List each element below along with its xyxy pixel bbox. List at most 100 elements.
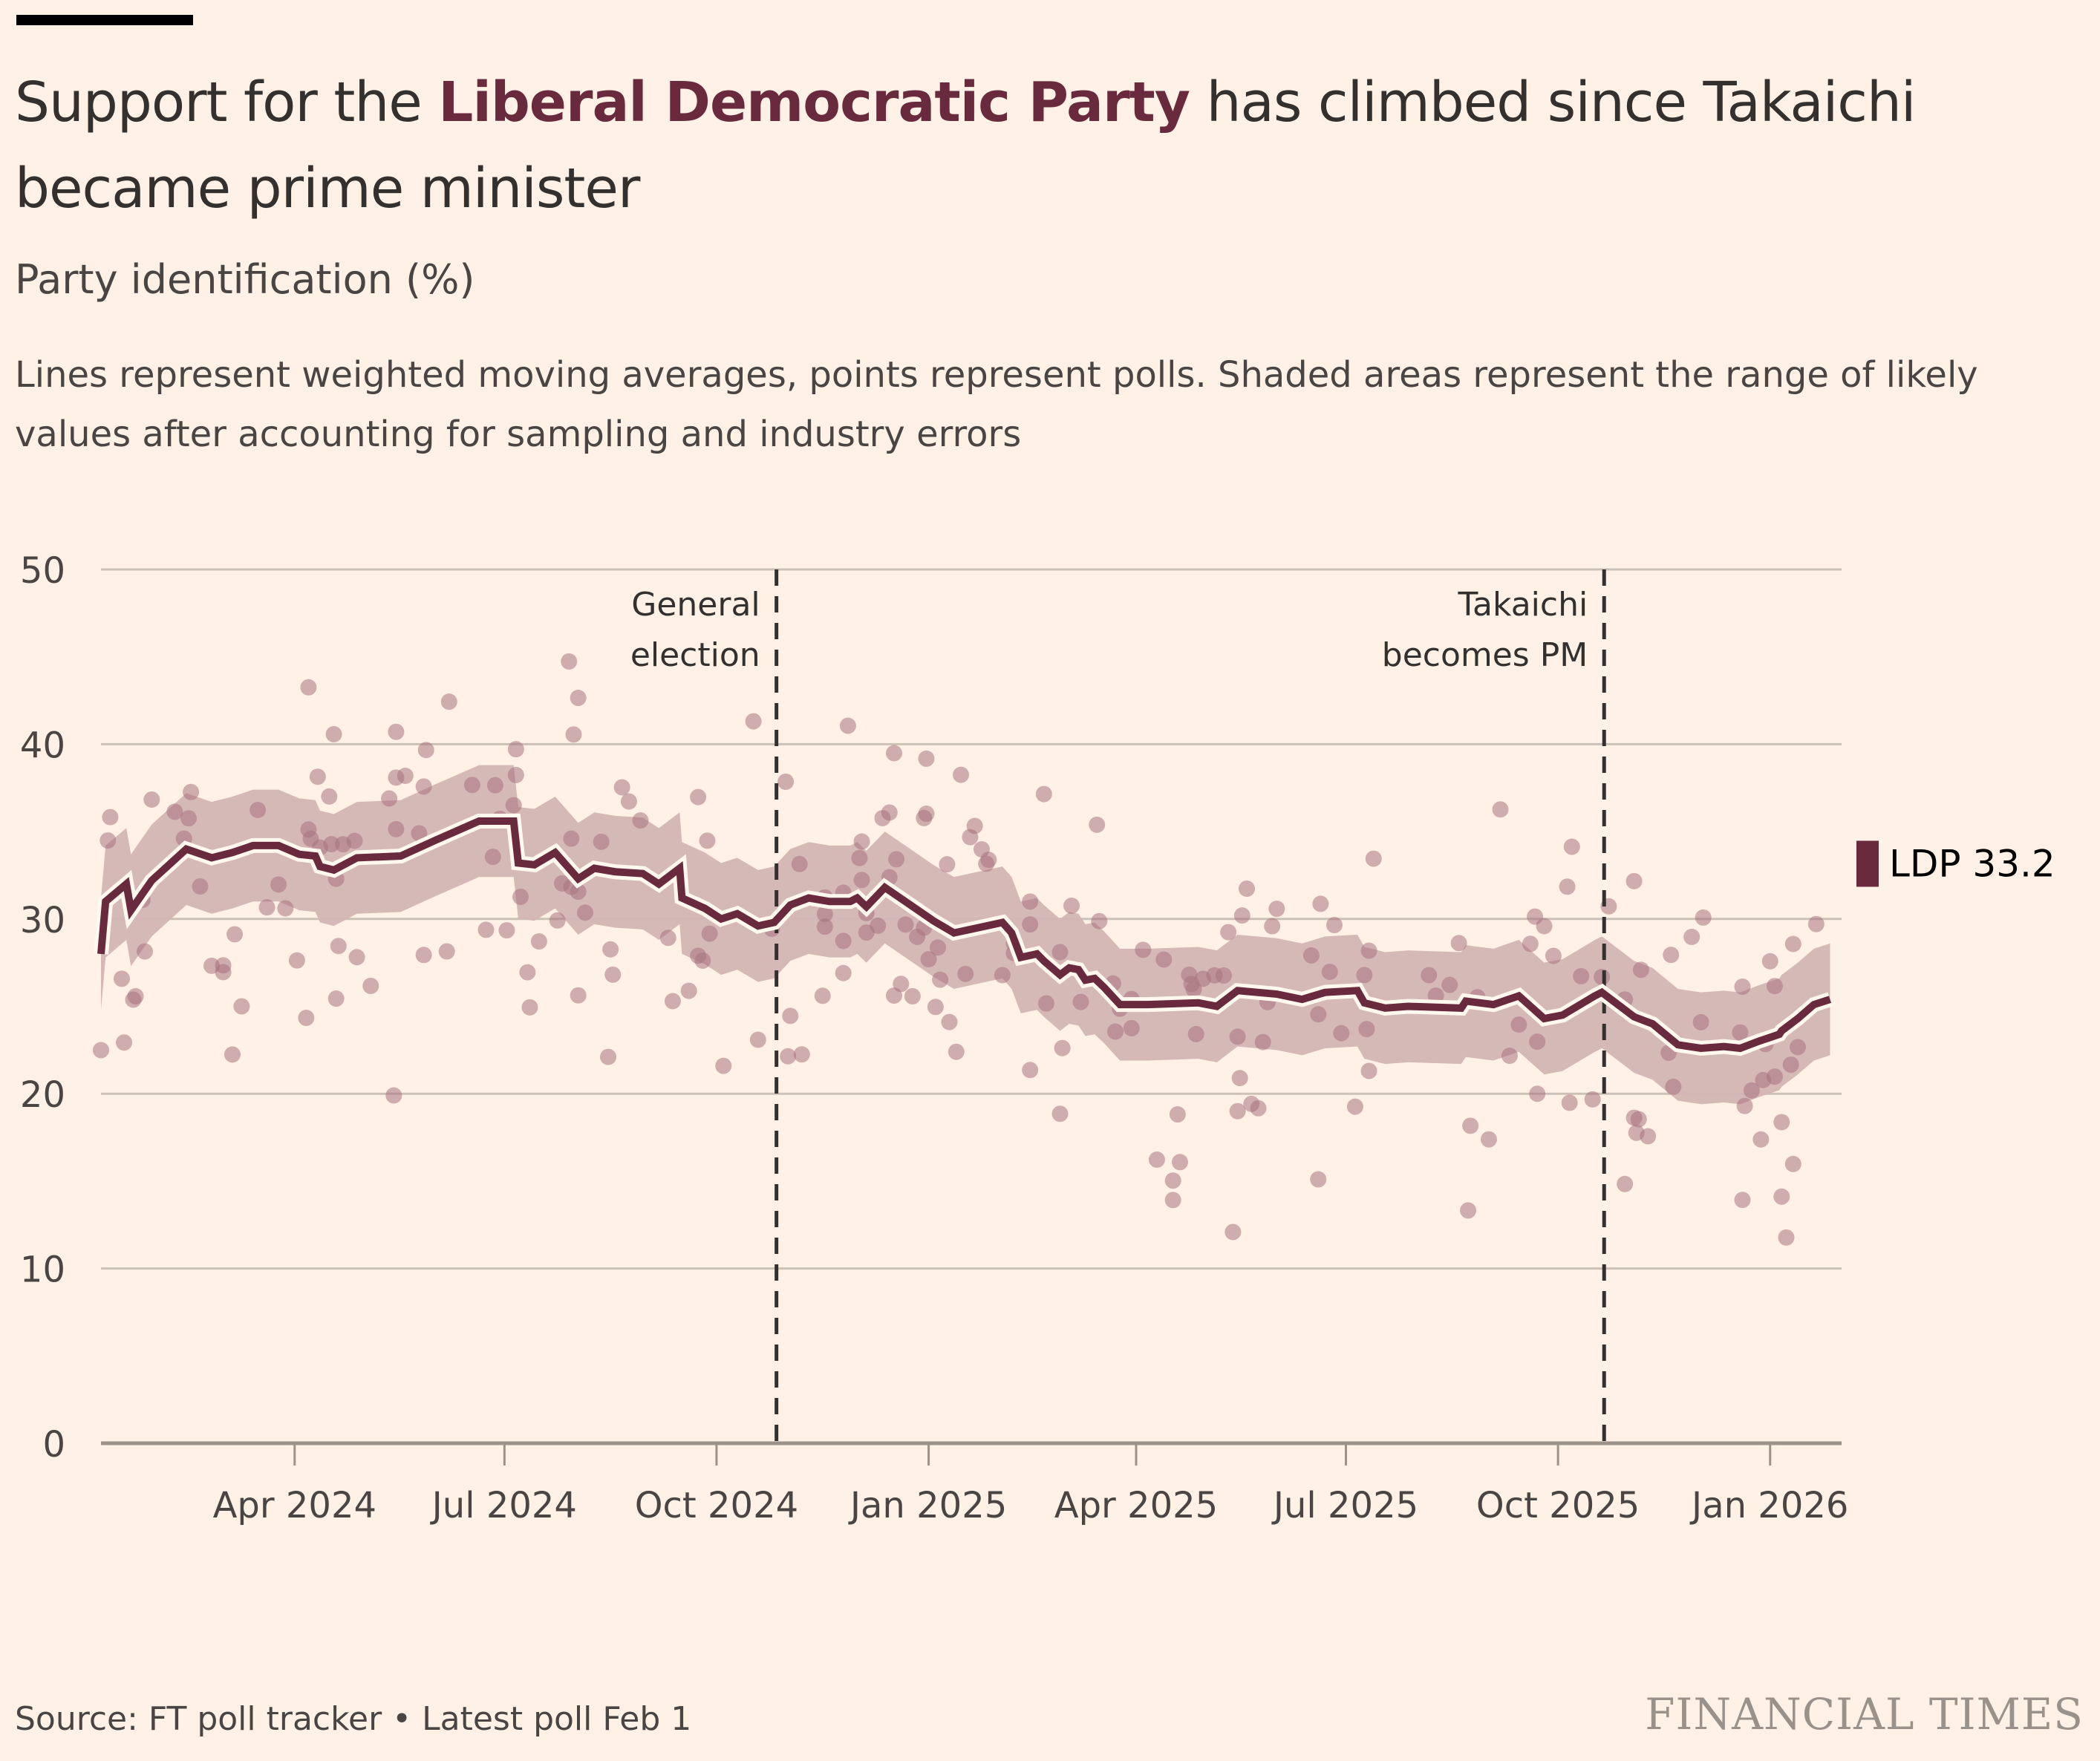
poll-point: [180, 810, 197, 827]
y-axis-ticks: 0 10 20 30 40 50: [20, 550, 65, 1466]
ft-brand-logo[interactable]: FINANCIAL TIMES: [1645, 1689, 2084, 1739]
poll-point: [1123, 1019, 1140, 1036]
poll-point: [388, 769, 405, 786]
poll-point: [1321, 963, 1338, 980]
poll-point: [1022, 1062, 1039, 1079]
poll-point: [505, 797, 522, 814]
poll-point: [835, 932, 852, 950]
poll-point: [1492, 801, 1509, 818]
poll-point: [1360, 1062, 1377, 1079]
poll-point: [1164, 1192, 1181, 1209]
poll-point: [1573, 967, 1590, 984]
annotation-label: election: [630, 636, 760, 674]
poll-point: [874, 809, 891, 826]
poll-point: [1732, 1024, 1749, 1041]
poll-point: [362, 977, 379, 994]
poll-point: [1365, 850, 1382, 867]
poll-point: [1171, 1154, 1188, 1171]
poll-point: [814, 987, 831, 1004]
poll-point: [1356, 967, 1373, 984]
x-tick-label: Jul 2025: [1271, 1485, 1418, 1526]
poll-point: [1215, 967, 1232, 984]
poll-point: [1784, 935, 1801, 953]
poll-point: [270, 876, 287, 893]
poll-point: [1773, 1188, 1790, 1205]
poll-point: [690, 788, 707, 806]
title-prefix: Support for the: [15, 71, 439, 134]
poll-point: [309, 768, 326, 785]
poll-point: [1692, 1013, 1709, 1030]
poll-points: [93, 653, 1825, 1246]
poll-point: [948, 1043, 965, 1060]
poll-point: [1185, 981, 1202, 998]
poll-point: [530, 933, 547, 950]
poll-point: [1790, 1039, 1807, 1056]
poll-point: [659, 929, 676, 947]
poll-point: [1559, 878, 1576, 895]
poll-point: [561, 653, 578, 670]
poll-point: [1536, 918, 1553, 935]
x-tick-label: Oct 2025: [1476, 1485, 1640, 1526]
y-tick-label: 10: [20, 1249, 65, 1291]
y-tick-label: 20: [20, 1074, 65, 1116]
x-tick-label: Jan 2025: [848, 1485, 1007, 1526]
poll-point: [1421, 967, 1438, 984]
poll-point: [1072, 993, 1089, 1010]
x-tick-label: Jul 2024: [430, 1485, 577, 1526]
title-highlight-ldp: Liberal Democratic Party: [438, 71, 1190, 134]
poll-point: [918, 806, 935, 823]
poll-point: [250, 802, 267, 819]
poll-point: [1239, 880, 1256, 898]
poll-point: [565, 726, 582, 743]
poll-point: [224, 1046, 241, 1063]
poll-point: [602, 941, 619, 958]
y-tick-label: 30: [20, 900, 65, 941]
poll-point: [498, 922, 515, 939]
poll-point: [1663, 947, 1680, 964]
poll-point: [127, 987, 144, 1004]
poll-point: [816, 918, 833, 935]
poll-point: [1563, 838, 1580, 855]
poll-point: [885, 745, 902, 762]
poll-point: [699, 832, 716, 849]
poll-point: [477, 921, 495, 938]
poll-point: [613, 779, 630, 796]
poll-point: [1302, 947, 1320, 964]
poll-point: [664, 993, 681, 1010]
poll-point: [929, 939, 946, 956]
poll-point: [745, 713, 762, 730]
poll-point: [1037, 995, 1054, 1012]
poll-point: [897, 916, 914, 933]
poll-point: [953, 766, 970, 783]
poll-point: [1510, 1016, 1527, 1033]
x-tick-label: Jan 2026: [1689, 1485, 1848, 1526]
poll-point: [1773, 1114, 1790, 1131]
poll-point: [1460, 1202, 1477, 1219]
poll-point: [1135, 941, 1152, 958]
title-suffix: has climbed since Takaichi became prime …: [15, 71, 1916, 220]
poll-point: [521, 999, 538, 1016]
poll-point: [885, 987, 902, 1004]
poll-point: [1155, 951, 1173, 968]
x-axis: Apr 2024 Jul 2024 Oct 2024 Jan 2025 Apr 2025…: [101, 1441, 1848, 1526]
end-label-text: LDP 33.2: [1889, 842, 2055, 885]
x-tick-label: Apr 2024: [213, 1485, 376, 1526]
chart-title: Support for the Liberal Democratic Party…: [15, 59, 2020, 232]
poll-point: [102, 808, 119, 826]
poll-point: [116, 1034, 133, 1051]
poll-point: [1529, 1033, 1546, 1051]
poll-point: [277, 900, 294, 917]
poll-point: [932, 971, 949, 988]
poll-point: [1522, 935, 1539, 953]
poll-point: [1346, 1098, 1363, 1115]
poll-point: [484, 849, 501, 866]
poll-point: [1022, 916, 1039, 933]
poll-point: [918, 750, 935, 767]
poll-point: [888, 851, 905, 868]
poll-point: [1358, 1021, 1375, 1038]
poll-point: [1333, 1025, 1350, 1042]
poll-point: [780, 1048, 797, 1065]
annotation-label: General: [631, 586, 760, 624]
poll-point: [1091, 912, 1108, 929]
moving-average: [94, 813, 1833, 1056]
